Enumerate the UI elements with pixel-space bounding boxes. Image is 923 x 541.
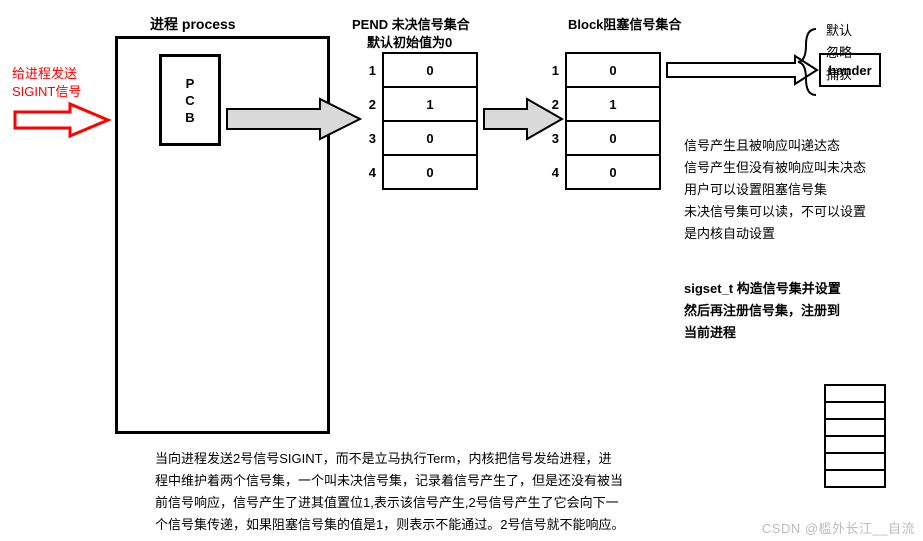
pend-row-idx: 3 <box>358 131 376 146</box>
pend-title-line1: PEND 未决信号集合 <box>352 14 470 33</box>
block-row-idx: 1 <box>541 63 559 78</box>
pend-cell: 0 <box>382 52 478 88</box>
note-line: 用户可以设置阻塞信号集 <box>684 179 866 201</box>
note-line: 未决信号集可以读，不可以设置 <box>684 201 866 223</box>
sigset-block: sigset_t 构造信号集并设置 然后再注册信号集，注册到 当前进程 <box>684 278 841 344</box>
block-title: Block阻塞信号集合 <box>568 14 681 33</box>
hander-option: 默认 <box>826 20 852 42</box>
pcb-line: P <box>186 76 195 91</box>
para-line: 前信号响应，信号产生了进其值置位1,表示该信号产生,2号信号产生了它会向下一 <box>155 492 673 514</box>
pcb-line: C <box>185 93 194 108</box>
block-row-idx: 2 <box>541 97 559 112</box>
sigset-line: 当前进程 <box>684 322 841 344</box>
block-table: 1 0 2 1 3 0 4 0 <box>541 52 661 190</box>
pend-cell: 1 <box>382 86 478 122</box>
pend-row-idx: 4 <box>358 165 376 180</box>
para-line: 个信号集传递，如果阻塞信号集的值是1，则表示不能通过。2号信号就不能响应。 <box>155 514 673 536</box>
pcb-box: P C B <box>159 54 221 146</box>
bottom-paragraph: 当向进程发送2号信号SIGINT，而不是立马执行Term，内核把信号发给进程，进… <box>155 448 673 536</box>
sigint-label: 给进程发送 SIGINT信号 <box>12 65 81 101</box>
hander-options: 默认 忽略 捕获 <box>826 20 852 86</box>
notes-block: 信号产生且被响应叫递达态 信号产生但没有被响应叫未决态 用户可以设置阻塞信号集 … <box>684 135 866 245</box>
pcb-line: B <box>185 110 194 125</box>
block-row-idx: 4 <box>541 165 559 180</box>
arrow-pcb-to-pend-icon <box>225 95 365 145</box>
hander-option: 忽略 <box>826 42 852 64</box>
pend-row-idx: 2 <box>358 97 376 112</box>
sigint-label-line2: SIGINT信号 <box>12 83 81 101</box>
small-table <box>824 384 886 488</box>
process-title: 进程 process <box>150 14 236 34</box>
brace-icon <box>796 25 820 99</box>
note-line: 是内核自动设置 <box>684 223 866 245</box>
sigset-line: 然后再注册信号集，注册到 <box>684 300 841 322</box>
block-cell: 0 <box>565 120 661 156</box>
watermark: CSDN @槛外长江__自流 <box>762 518 915 537</box>
para-line: 当向进程发送2号信号SIGINT，而不是立马执行Term，内核把信号发给进程，进 <box>155 448 673 470</box>
pend-cell: 0 <box>382 120 478 156</box>
note-line: 信号产生且被响应叫递达态 <box>684 135 866 157</box>
block-cell: 0 <box>565 154 661 190</box>
pend-cell: 0 <box>382 154 478 190</box>
red-arrow-icon <box>10 100 115 140</box>
block-row-idx: 3 <box>541 131 559 146</box>
block-cell: 0 <box>565 52 661 88</box>
sigint-label-line1: 给进程发送 <box>12 65 81 83</box>
para-line: 程中维护着两个信号集，一个叫未决信号集，记录着信号产生了，但是还没有被当 <box>155 470 673 492</box>
note-line: 信号产生但没有被响应叫未决态 <box>684 157 866 179</box>
pend-title-line2: 默认初始值为0 <box>367 32 452 51</box>
pend-row-idx: 1 <box>358 63 376 78</box>
sigset-line: sigset_t 构造信号集并设置 <box>684 278 841 300</box>
block-cell: 1 <box>565 86 661 122</box>
pend-table: 1 0 2 1 3 0 4 0 <box>358 52 478 190</box>
hander-option: 捕获 <box>826 64 852 86</box>
